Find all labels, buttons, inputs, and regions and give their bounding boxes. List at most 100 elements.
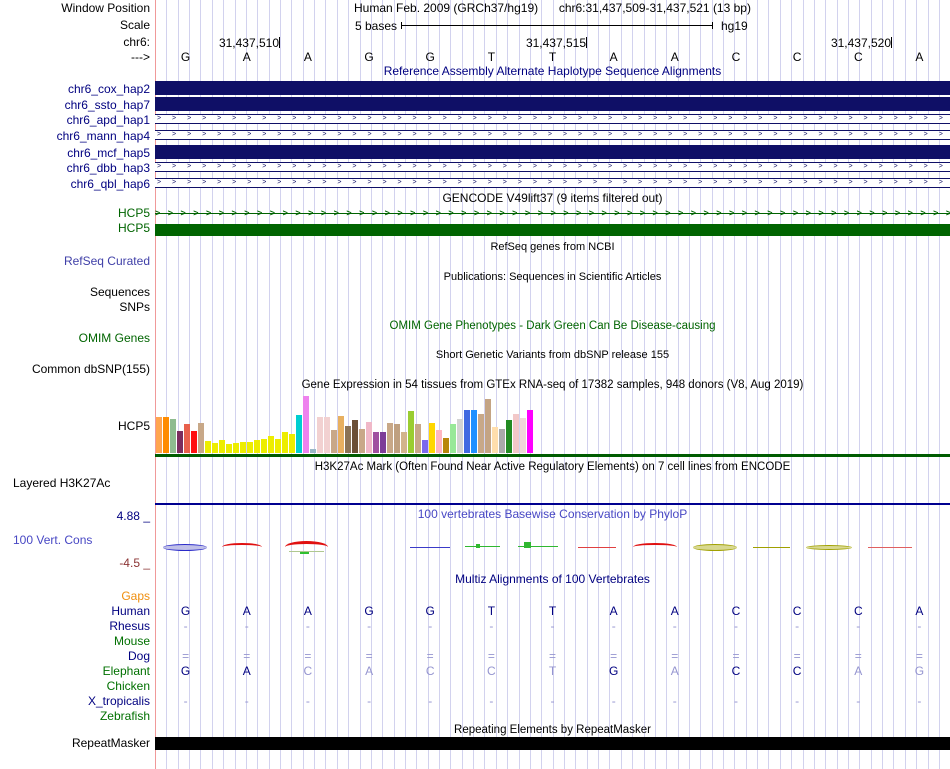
multiz-species-label[interactable]: Chicken xyxy=(106,679,150,693)
gtex-bar[interactable] xyxy=(471,410,477,453)
gtex-bar[interactable] xyxy=(268,436,274,453)
gtex-bar[interactable] xyxy=(156,417,162,453)
haplotype-track-label[interactable]: chr6_dbb_hap3 xyxy=(66,160,150,175)
haplotype-track-label[interactable]: chr6_ssto_hap7 xyxy=(64,97,150,112)
repeatmasker-label[interactable]: RepeatMasker xyxy=(71,736,150,750)
gtex-bar[interactable] xyxy=(198,423,204,453)
gtex-bar[interactable] xyxy=(247,442,253,453)
gtex-bar[interactable] xyxy=(212,443,218,453)
gtex-bar[interactable] xyxy=(380,432,386,453)
haplotype-bar-chevron[interactable]: > > > > > > > > > > > > > > > > > > > > … xyxy=(155,130,950,140)
gtex-bar[interactable] xyxy=(401,432,407,453)
gtex-bar[interactable] xyxy=(233,443,239,453)
haplotype-track-label[interactable]: chr6_mcf_hap5 xyxy=(67,145,150,160)
gtex-bar[interactable] xyxy=(450,424,456,453)
gtex-bar[interactable] xyxy=(317,417,323,453)
gtex-bar[interactable] xyxy=(163,417,169,453)
gtex-bar[interactable] xyxy=(331,430,337,453)
haplotype-track-label[interactable]: chr6_mann_hap4 xyxy=(56,128,150,143)
multiz-species-label[interactable]: Mouse xyxy=(113,634,150,648)
gtex-bar[interactable] xyxy=(436,430,442,453)
gtex-bar[interactable] xyxy=(261,439,267,453)
gtex-bar[interactable] xyxy=(254,440,260,453)
gtex-bar[interactable] xyxy=(345,426,351,453)
gtex-bar[interactable] xyxy=(520,418,526,453)
multiz-species-label[interactable]: Elephant xyxy=(102,664,150,678)
haplotype-track-label[interactable]: chr6_apd_hap1 xyxy=(66,112,150,127)
gtex-bar[interactable] xyxy=(457,419,463,453)
gtex-bar[interactable] xyxy=(499,429,505,453)
conservation-peak xyxy=(222,543,262,551)
publications-sequences-label[interactable]: Sequences xyxy=(89,285,150,299)
gtex-bar[interactable] xyxy=(527,410,533,453)
haplotype-bar-solid[interactable] xyxy=(155,81,950,95)
gtex-bar[interactable] xyxy=(240,442,246,453)
multiz-species-label[interactable]: Zebrafish xyxy=(99,709,150,723)
haplotype-bar-chevron[interactable]: > > > > > > > > > > > > > > > > > > > > … xyxy=(155,114,950,124)
gtex-bar[interactable] xyxy=(387,423,393,453)
genome-label: hg19 xyxy=(721,19,748,33)
haplotype-track-label[interactable]: chr6_qbl_hap6 xyxy=(70,176,150,191)
gtex-bar[interactable] xyxy=(177,431,183,453)
refseq-curated-label[interactable]: RefSeq Curated xyxy=(63,254,150,268)
gtex-bar[interactable] xyxy=(464,410,470,453)
gtex-bar[interactable] xyxy=(394,424,400,453)
alignment-cell: C xyxy=(792,664,802,678)
multiz-species-label[interactable]: Dog xyxy=(127,649,150,663)
multiz-species-label[interactable]: Human xyxy=(111,604,150,618)
omim-genes-label[interactable]: OMIM Genes xyxy=(78,331,150,345)
gtex-bar[interactable] xyxy=(492,427,498,453)
gtex-bar[interactable] xyxy=(415,424,421,453)
gencode-gene-bar[interactable] xyxy=(155,224,950,236)
publications-snps-label[interactable]: SNPs xyxy=(119,300,150,314)
gtex-bar[interactable] xyxy=(219,440,225,453)
gencode-transcript-arrows[interactable]: > > > > > > > > > > > > > > > > > > > > … xyxy=(155,209,950,218)
gtex-gene-label[interactable]: HCP5 xyxy=(117,419,150,433)
layered-h3k27ac-label[interactable]: Layered H3K27Ac xyxy=(13,476,111,490)
gtex-bar[interactable] xyxy=(282,432,288,453)
gtex-bar[interactable] xyxy=(170,419,176,453)
gencode-transcript-label[interactable]: HCP5 xyxy=(117,206,150,220)
gtex-bar[interactable] xyxy=(429,423,435,453)
gtex-bar[interactable] xyxy=(485,399,491,453)
gtex-bar[interactable] xyxy=(338,416,344,453)
gtex-bar[interactable] xyxy=(310,449,316,453)
gtex-bar[interactable] xyxy=(443,438,449,453)
alignment-cell: G xyxy=(914,664,925,678)
gtex-bar[interactable] xyxy=(296,415,302,453)
gtex-bar[interactable] xyxy=(366,422,372,453)
gtex-bar[interactable] xyxy=(275,439,281,453)
haplotype-bar-chevron[interactable]: > > > > > > > > > > > > > > > > > > > > … xyxy=(155,178,950,188)
gtex-gene-model-bar[interactable] xyxy=(155,454,950,457)
gtex-bar[interactable] xyxy=(373,432,379,453)
gtex-bar[interactable] xyxy=(506,420,512,453)
conservation-track-label[interactable]: 100 Vert. Cons xyxy=(13,533,93,547)
gencode-gene-label[interactable]: HCP5 xyxy=(117,221,150,235)
multiz-species-label[interactable]: Rhesus xyxy=(109,619,150,633)
haplotype-bar-solid[interactable] xyxy=(155,145,950,159)
grid-line xyxy=(916,0,918,769)
repeatmasker-bar[interactable] xyxy=(155,737,950,750)
gtex-bar[interactable] xyxy=(478,414,484,453)
grid-line xyxy=(223,0,225,769)
grid-line xyxy=(870,0,872,769)
gtex-bar[interactable] xyxy=(289,434,295,453)
multiz-species-label[interactable]: Gaps xyxy=(121,589,150,603)
haplotype-track-label[interactable]: chr6_cox_hap2 xyxy=(67,81,150,96)
conservation-track-title: 100 vertebrates Basewise Conservation by… xyxy=(417,507,688,521)
haplotype-bar-chevron[interactable]: > > > > > > > > > > > > > > > > > > > > … xyxy=(155,162,950,172)
gtex-bar[interactable] xyxy=(205,441,211,453)
multiz-species-label[interactable]: X_tropicalis xyxy=(87,694,150,708)
haplotype-bar-solid[interactable] xyxy=(155,97,950,111)
gtex-bar[interactable] xyxy=(191,431,197,453)
gtex-bar[interactable] xyxy=(422,440,428,453)
gtex-bar[interactable] xyxy=(184,424,190,453)
gtex-bar[interactable] xyxy=(303,396,309,453)
gtex-bar[interactable] xyxy=(359,429,365,453)
gtex-bar[interactable] xyxy=(408,411,414,453)
gtex-bar[interactable] xyxy=(352,420,358,453)
gtex-bar[interactable] xyxy=(324,417,330,453)
gtex-bar[interactable] xyxy=(513,414,519,453)
common-dbsnp-label[interactable]: Common dbSNP(155) xyxy=(31,362,150,376)
gtex-bar[interactable] xyxy=(226,444,232,453)
